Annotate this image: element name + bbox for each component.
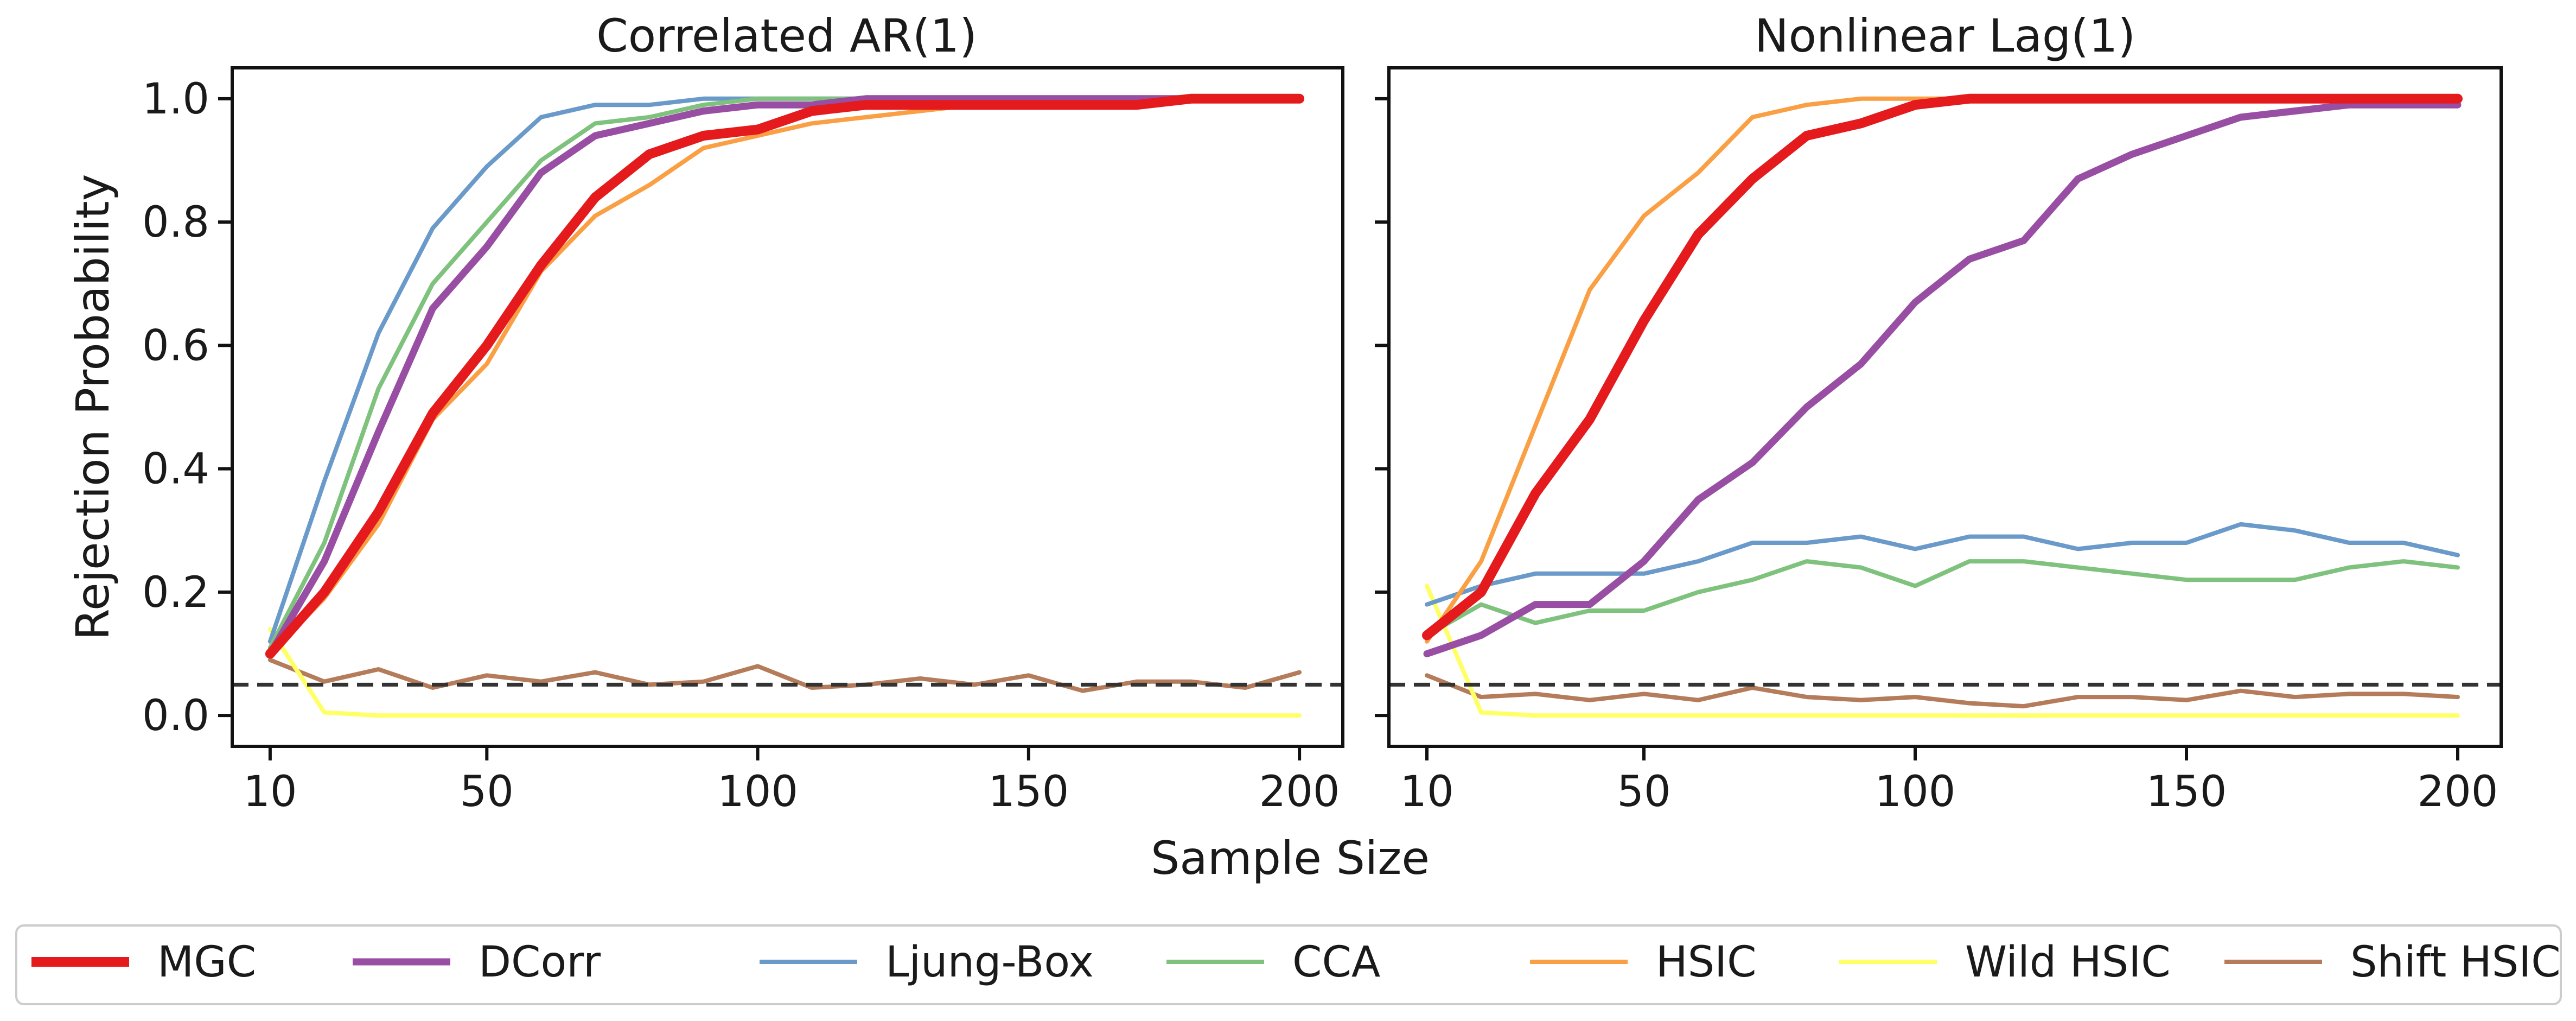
panel-nonlinear-lag1: Nonlinear Lag(1) 10 50 100 150 200	[1375, 9, 2503, 816]
panel-title: Nonlinear Lag(1)	[1755, 9, 2135, 62]
x-axis-label: Sample Size	[1151, 832, 1430, 885]
y-tick-label: 0.0	[142, 692, 209, 740]
y-tick-label: 0.8	[142, 198, 209, 247]
legend-label: MGC	[157, 938, 256, 987]
legend-label: Wild HSIC	[1965, 938, 2171, 987]
x-tick-label: 200	[2418, 768, 2498, 816]
series-line-cca	[1425, 559, 2460, 638]
panel-correlated-ar1: Correlated AR(1) 10 50 100 150 200 0.0 0.2 0.4 0…	[66, 9, 1344, 816]
legend-label: Ljung-Box	[885, 938, 1094, 987]
y-tick-label: 1.0	[142, 75, 209, 124]
x-tick-label: 150	[988, 768, 1069, 816]
series-line-mgc	[1422, 93, 2463, 640]
y-tick-label: 0.6	[142, 321, 209, 370]
plot-frame	[1387, 66, 2503, 748]
y-tick-label: 0.4	[142, 445, 209, 494]
series-line-mgc	[265, 93, 1305, 659]
legend-label: Shift HSIC	[2350, 938, 2561, 987]
x-tick-label: 50	[460, 768, 514, 816]
series-line-wild-hsic	[1425, 584, 2460, 718]
x-tick-label: 200	[1259, 768, 1340, 816]
series-line-wild-hsic	[267, 627, 1302, 718]
series-line-ljung-box	[1425, 522, 2460, 607]
plot-frame	[231, 66, 1344, 748]
y-tick-label: 0.2	[142, 568, 209, 617]
x-tick-label: 100	[1875, 768, 1956, 816]
legend-label: CCA	[1292, 938, 1380, 987]
x-tick-label: 10	[1400, 768, 1453, 816]
legend-label: DCorr	[479, 938, 601, 987]
plot-area: 10 50 100 150 200 0.0 0.2 0.4 0.6 0.8 1.0	[142, 66, 1344, 816]
legend: MGC DCorr Ljung-Box CCA HSIC Wild HSIC Shift H…	[15, 924, 2562, 1005]
legend-label: HSIC	[1656, 938, 1757, 987]
series-line-dcorr	[266, 95, 1303, 657]
x-tick-label: 50	[1617, 768, 1670, 816]
legend-frame	[15, 924, 2562, 1005]
legend-entries: MGC DCorr Ljung-Box CCA HSIC Wild HSIC Shift H…	[31, 938, 2561, 987]
x-tick-label: 150	[2146, 768, 2227, 816]
x-tick-label: 100	[717, 768, 798, 816]
y-axis-label: Rejection Probability	[66, 174, 119, 640]
series-line-shift-hsic	[1425, 673, 2460, 709]
panel-title: Correlated AR(1)	[596, 9, 977, 62]
x-tick-label: 10	[243, 768, 297, 816]
plot-area: 10 50 100 150 200	[1375, 66, 2503, 816]
series-line-dcorr	[1423, 101, 2462, 657]
